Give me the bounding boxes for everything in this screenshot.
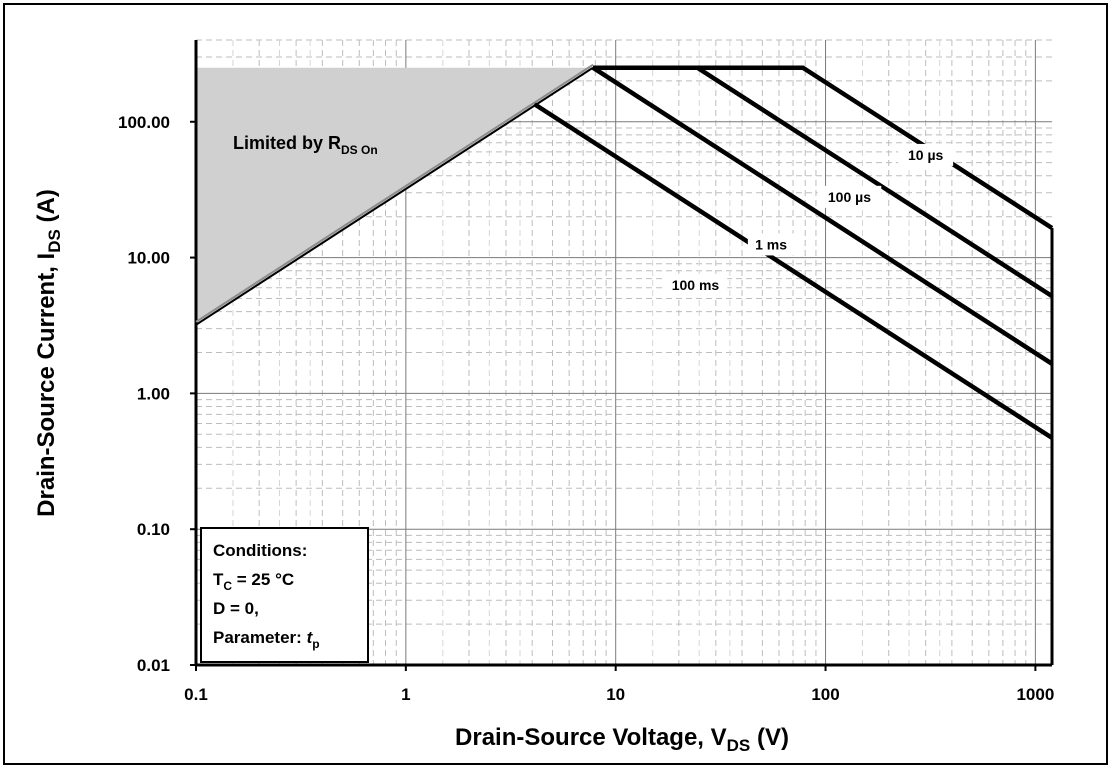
y-tick-label: 100.00 [118,113,170,132]
y-axis-title: Drain-Source Current, IDS (A) [33,189,64,517]
soa-curve-labels: 10 µs 100 µs 1 ms 100 ms [663,143,954,296]
curve-label-background [817,185,882,208]
curve-label: 10 µs [908,147,944,163]
conditions-duty: D = 0, [213,599,259,618]
x-axis-title: Drain-Source Voltage, VDS (V) [455,724,789,755]
soa-curve [591,65,1054,366]
x-tick-label: 10 [606,685,625,704]
x-tick-label: 1000 [1016,685,1054,704]
rds-on-limit-line [195,66,594,326]
curve-label-background [898,143,954,166]
curve-label: 1 ms [755,236,787,252]
x-tick-label: 1 [401,685,410,704]
conditions-parameter: Parameter: tp [213,628,320,651]
y-tick-label: 10.00 [127,249,170,268]
curve-label-background [663,273,728,296]
conditions-title: Conditions: [213,541,307,560]
y-tick-labels: 0.01 0.10 1.00 10.00 100.00 [118,113,196,675]
x-tick-labels: 0.1 1 10 100 1000 [184,665,1054,704]
chart-frame [3,3,1108,765]
conditions-temperature: TC = 25 °C [213,570,294,593]
axes [194,40,1054,667]
soa-curve [533,102,1054,440]
curve-label: 100 ms [672,277,720,293]
region-label: Limited by RDS On [233,133,378,157]
x-tick-label: 100 [811,685,839,704]
curve-label: 100 µs [828,189,871,205]
soa-curves [533,65,1054,440]
y-tick-label: 1.00 [137,384,170,403]
y-tick-label: 0.10 [137,520,170,539]
rds-on-limit-line-shadow [195,63,594,323]
curve-label-background [747,233,795,256]
x-tick-label: 0.1 [184,685,208,704]
conditions-box: Conditions: TC = 25 °C D = 0, Parameter:… [200,527,369,663]
soa-curve [593,65,1054,298]
y-tick-label: 0.01 [137,656,170,675]
